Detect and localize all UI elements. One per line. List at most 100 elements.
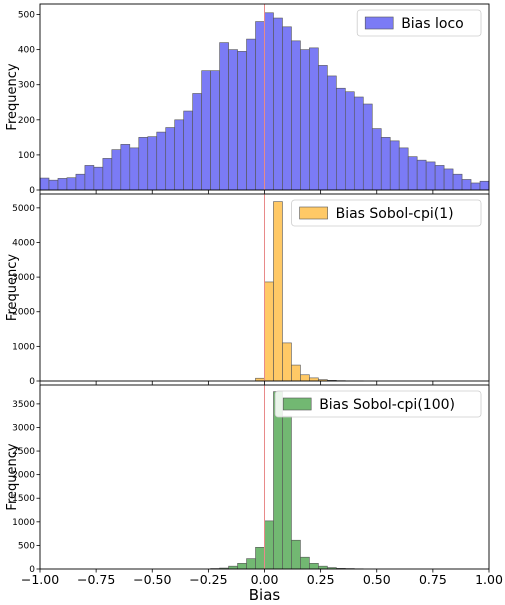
legend-label: Bias loco xyxy=(401,16,464,32)
histogram-bar xyxy=(183,110,193,191)
histogram-bar xyxy=(111,149,122,191)
x-tick-label: −0.75 xyxy=(77,572,115,587)
histogram-bar xyxy=(282,342,292,382)
histogram-bar xyxy=(282,26,292,191)
histogram-panel-1: 0 100 200 300 400 500 Frequency Bias loco xyxy=(5,3,490,196)
histogram-bar xyxy=(362,103,373,191)
histogram-bar xyxy=(264,520,274,570)
histogram-bar xyxy=(201,70,211,191)
x-tick-label: −0.25 xyxy=(189,572,227,587)
histogram-bar xyxy=(210,70,220,191)
histogram-bar xyxy=(129,147,140,191)
histogram-bar xyxy=(273,201,283,382)
legend-swatch xyxy=(282,397,312,411)
y-tick-label: 2000 xyxy=(12,471,35,481)
histogram-bar xyxy=(300,556,310,570)
y-tick-label: 300 xyxy=(18,81,35,91)
histogram-bar xyxy=(255,546,265,570)
histogram-bar xyxy=(300,49,310,191)
y-tick-label: 1000 xyxy=(12,342,35,352)
histogram-bar xyxy=(120,144,131,191)
y-tick-label: 100 xyxy=(18,151,35,161)
histogram-bar xyxy=(246,38,256,191)
y-tick-label: 5000 xyxy=(12,204,35,214)
histogram-bar xyxy=(273,17,283,191)
histogram-bar xyxy=(416,159,427,191)
histogram-bar xyxy=(470,182,481,191)
histogram-bar xyxy=(461,179,472,191)
y-axis-label: Frequency xyxy=(5,254,20,321)
histogram-bar xyxy=(309,377,319,382)
histogram-bar xyxy=(336,87,346,191)
histogram-bar xyxy=(273,391,283,570)
histogram-bar xyxy=(75,173,86,191)
y-tick-label: 1000 xyxy=(12,518,35,528)
legend-label: Bias Sobol-cpi(100) xyxy=(319,397,455,413)
y-tick-label: 0 xyxy=(29,377,35,387)
histogram-bar xyxy=(246,558,256,570)
histogram-bar xyxy=(434,165,445,191)
histogram-bar xyxy=(371,128,382,191)
y-tick-label: 500 xyxy=(18,11,35,21)
y-tick-label: 0 xyxy=(29,186,35,196)
x-tick-label: 0.75 xyxy=(419,572,447,587)
histogram-bar xyxy=(425,161,436,191)
histogram-bar xyxy=(66,177,77,191)
histogram-panel-2: 0 1000 2000 3000 4000 5000 Frequency Bias Sobol… xyxy=(5,193,490,387)
histogram-bar xyxy=(291,40,301,191)
histogram-bar xyxy=(147,136,158,191)
histogram-bar xyxy=(57,178,68,191)
legend: Bias Sobol-cpi(1) xyxy=(291,199,482,227)
legend-box xyxy=(274,390,482,418)
legend-label: Bias Sobol-cpi(1) xyxy=(336,206,454,222)
histogram-bar xyxy=(300,374,310,382)
histogram-bar xyxy=(291,539,301,570)
y-tick-label: 1500 xyxy=(12,494,35,504)
histogram-bar xyxy=(237,51,247,191)
histogram-bar xyxy=(318,65,328,191)
x-axis-label: Bias xyxy=(249,586,281,604)
y-tick-label: 3500 xyxy=(12,400,35,410)
histogram-bar xyxy=(389,140,400,191)
histogram-bar xyxy=(219,42,229,191)
histogram-bar xyxy=(174,119,184,191)
histogram-bar xyxy=(39,177,50,191)
histogram-bar xyxy=(345,91,355,191)
histogram-bar xyxy=(192,93,202,191)
histogram-bar xyxy=(309,47,319,191)
histogram-bar xyxy=(102,158,113,191)
histogram-bar xyxy=(282,415,292,570)
histogram-bar xyxy=(407,156,418,191)
histogram-bar xyxy=(156,131,167,191)
y-tick-label: 4000 xyxy=(12,238,35,248)
y-tick-label: 0 xyxy=(29,565,35,575)
histogram-bar xyxy=(264,12,274,191)
y-tick-label: 3000 xyxy=(12,423,35,433)
x-tick-label: 0.50 xyxy=(363,572,391,587)
legend-swatch xyxy=(299,206,328,220)
histogram-bar xyxy=(165,127,176,191)
legend-swatch xyxy=(364,16,394,30)
x-tick-label: −0.50 xyxy=(133,572,171,587)
y-axis-label: Frequency xyxy=(5,443,20,510)
legend-box xyxy=(356,9,482,37)
histogram-bar xyxy=(327,75,337,191)
legend-box xyxy=(291,199,482,227)
y-tick-label: 500 xyxy=(18,541,35,551)
x-tick-label: 0.25 xyxy=(307,572,335,587)
y-tick-label: 2500 xyxy=(12,447,35,457)
histogram-panel-3: 0 500 1000 1500 2000 2500 3000 3500 Frequency Bia… xyxy=(5,384,490,575)
histogram-bar xyxy=(398,147,409,191)
y-tick-label: 200 xyxy=(18,116,35,126)
histogram-bar xyxy=(264,281,274,382)
y-axis-label: Frequency xyxy=(5,63,20,130)
histogram-bar xyxy=(93,166,104,191)
y-tick-label: 2000 xyxy=(12,308,35,318)
histogram-bar xyxy=(48,179,59,191)
histogram-bar xyxy=(309,563,319,570)
histogram-bar xyxy=(237,563,247,570)
histogram-bar xyxy=(84,165,95,191)
histogram-bar xyxy=(353,96,364,191)
histogram-bar xyxy=(138,137,149,191)
